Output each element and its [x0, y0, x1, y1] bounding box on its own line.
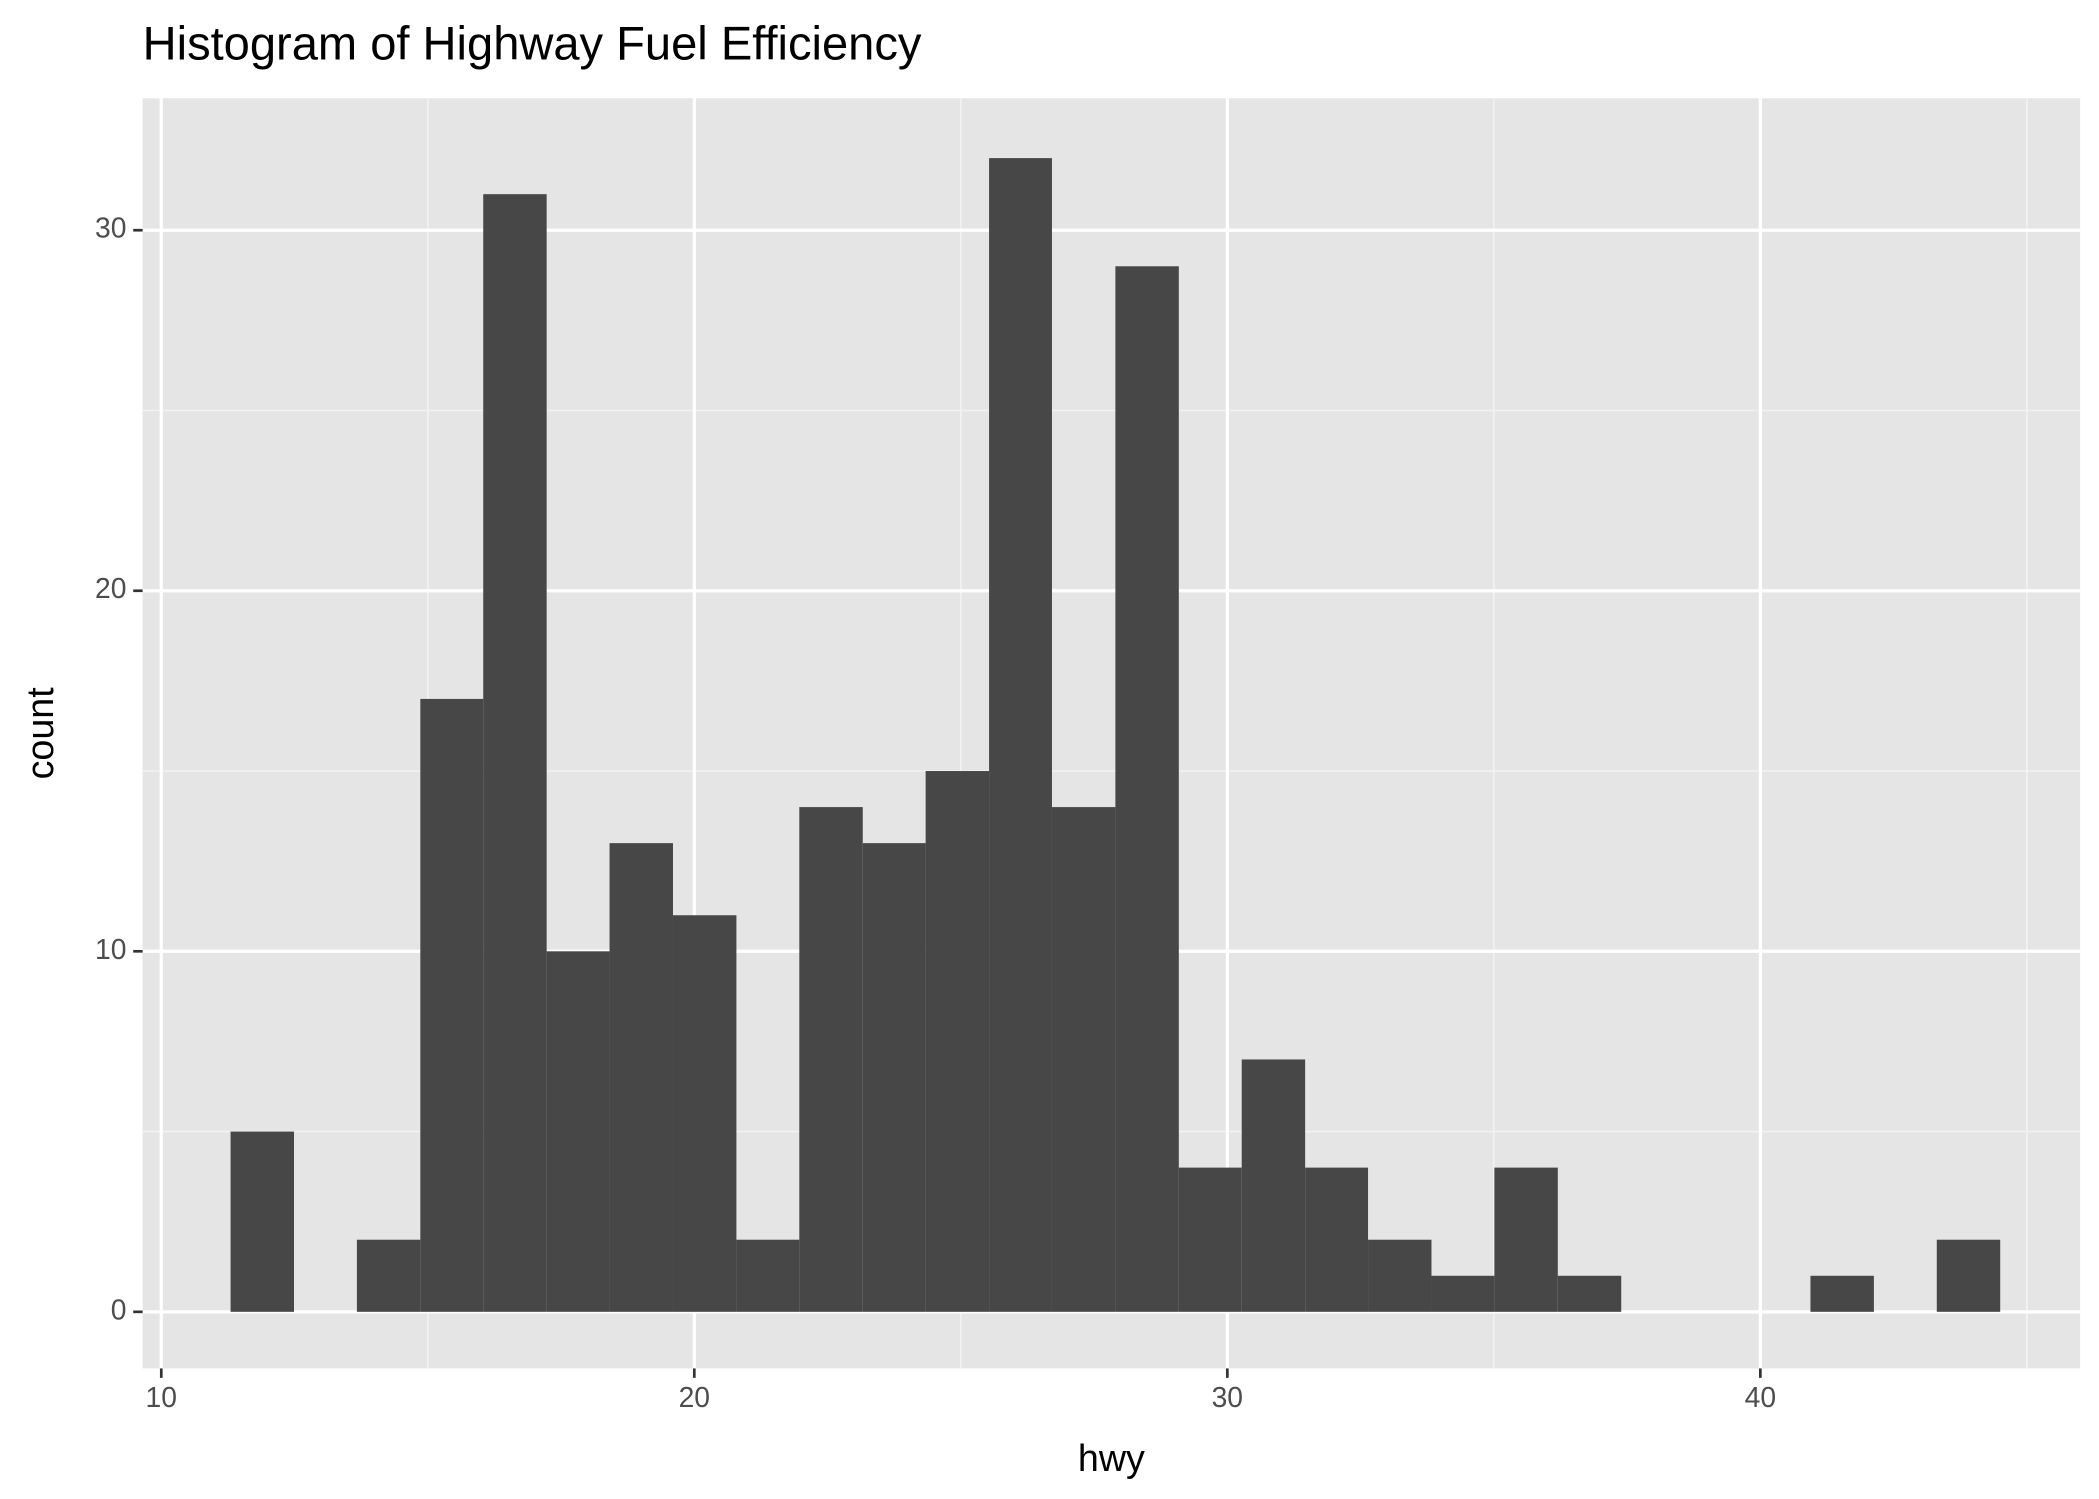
bar [230, 1131, 295, 1312]
bar [1051, 807, 1116, 1312]
x-tick-label: 40 [1745, 1381, 1776, 1413]
bar [1810, 1275, 1874, 1312]
y-tick-label: 30 [95, 212, 126, 244]
x-tick-label: 20 [679, 1381, 710, 1413]
bar [1241, 1059, 1306, 1312]
x-tick-label: 30 [1212, 1381, 1243, 1413]
y-tick-label: 20 [95, 572, 126, 604]
x-axis-title: hwy [1078, 1437, 1145, 1479]
bar [420, 698, 484, 1312]
x-tick-label: 10 [146, 1381, 177, 1413]
bar [1368, 1239, 1432, 1312]
bar [672, 915, 737, 1312]
bar [925, 771, 990, 1312]
bar [1936, 1239, 2001, 1312]
y-tick-label: 10 [95, 933, 126, 965]
bar [736, 1239, 800, 1312]
bar [483, 194, 547, 1312]
bar [1178, 1167, 1242, 1312]
bar [1305, 1167, 1369, 1312]
bar [546, 951, 610, 1312]
y-tick-label: 0 [111, 1293, 127, 1325]
bar [799, 807, 863, 1312]
bar [1494, 1167, 1558, 1312]
bar [1115, 266, 1179, 1312]
bar [1431, 1275, 1495, 1312]
bar [609, 843, 673, 1312]
bar [356, 1239, 421, 1312]
chart-title: Histogram of Highway Fuel Efficiency [143, 17, 922, 70]
bar [989, 158, 1052, 1312]
bar [862, 843, 926, 1312]
bar [1557, 1275, 1622, 1312]
y-axis-title: count [19, 687, 61, 780]
